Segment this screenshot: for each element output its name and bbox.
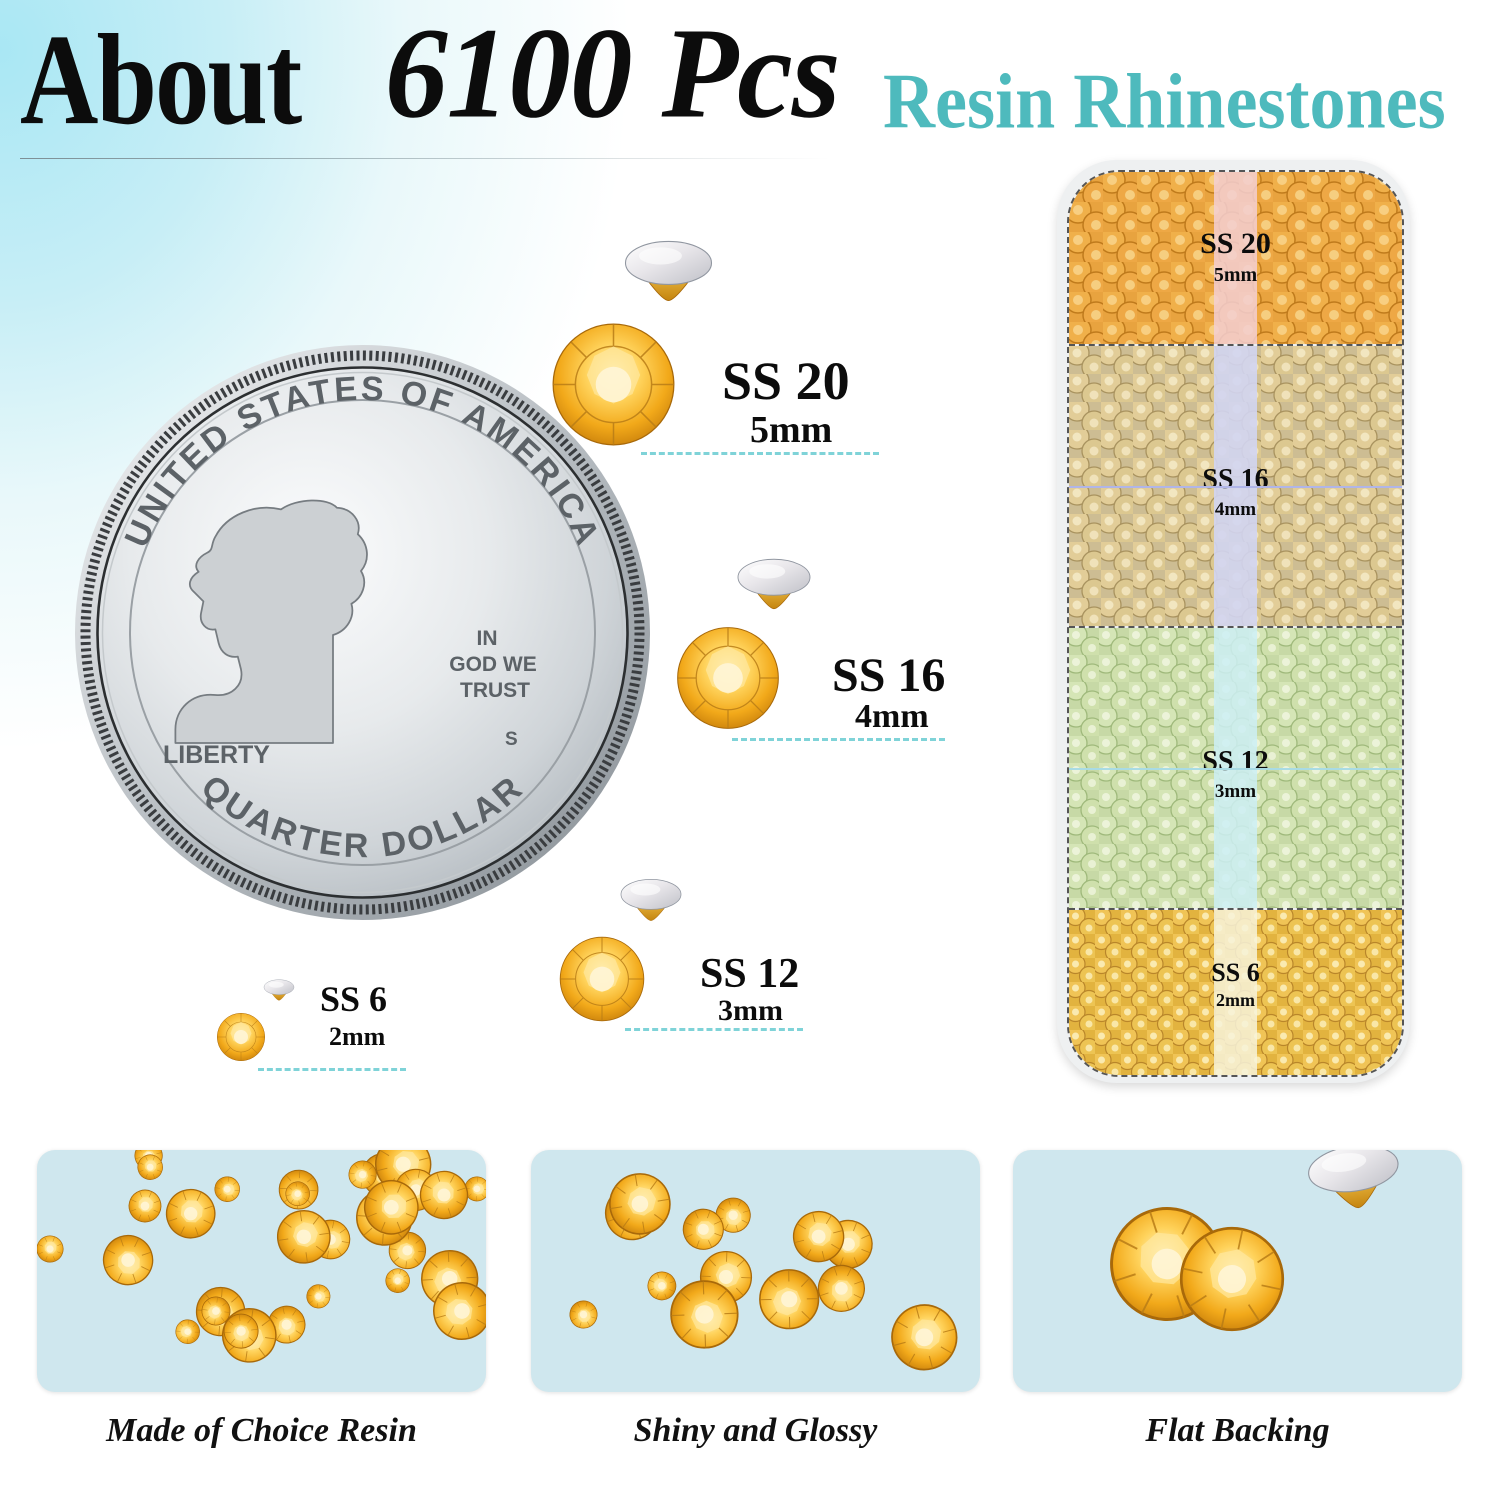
svg-text:TRUST: TRUST xyxy=(460,679,530,702)
svg-text:S: S xyxy=(505,729,518,750)
svg-text:LIBERTY: LIBERTY xyxy=(163,741,270,769)
svg-text:IN: IN xyxy=(477,627,498,650)
svg-text:GOD WE: GOD WE xyxy=(449,653,537,676)
